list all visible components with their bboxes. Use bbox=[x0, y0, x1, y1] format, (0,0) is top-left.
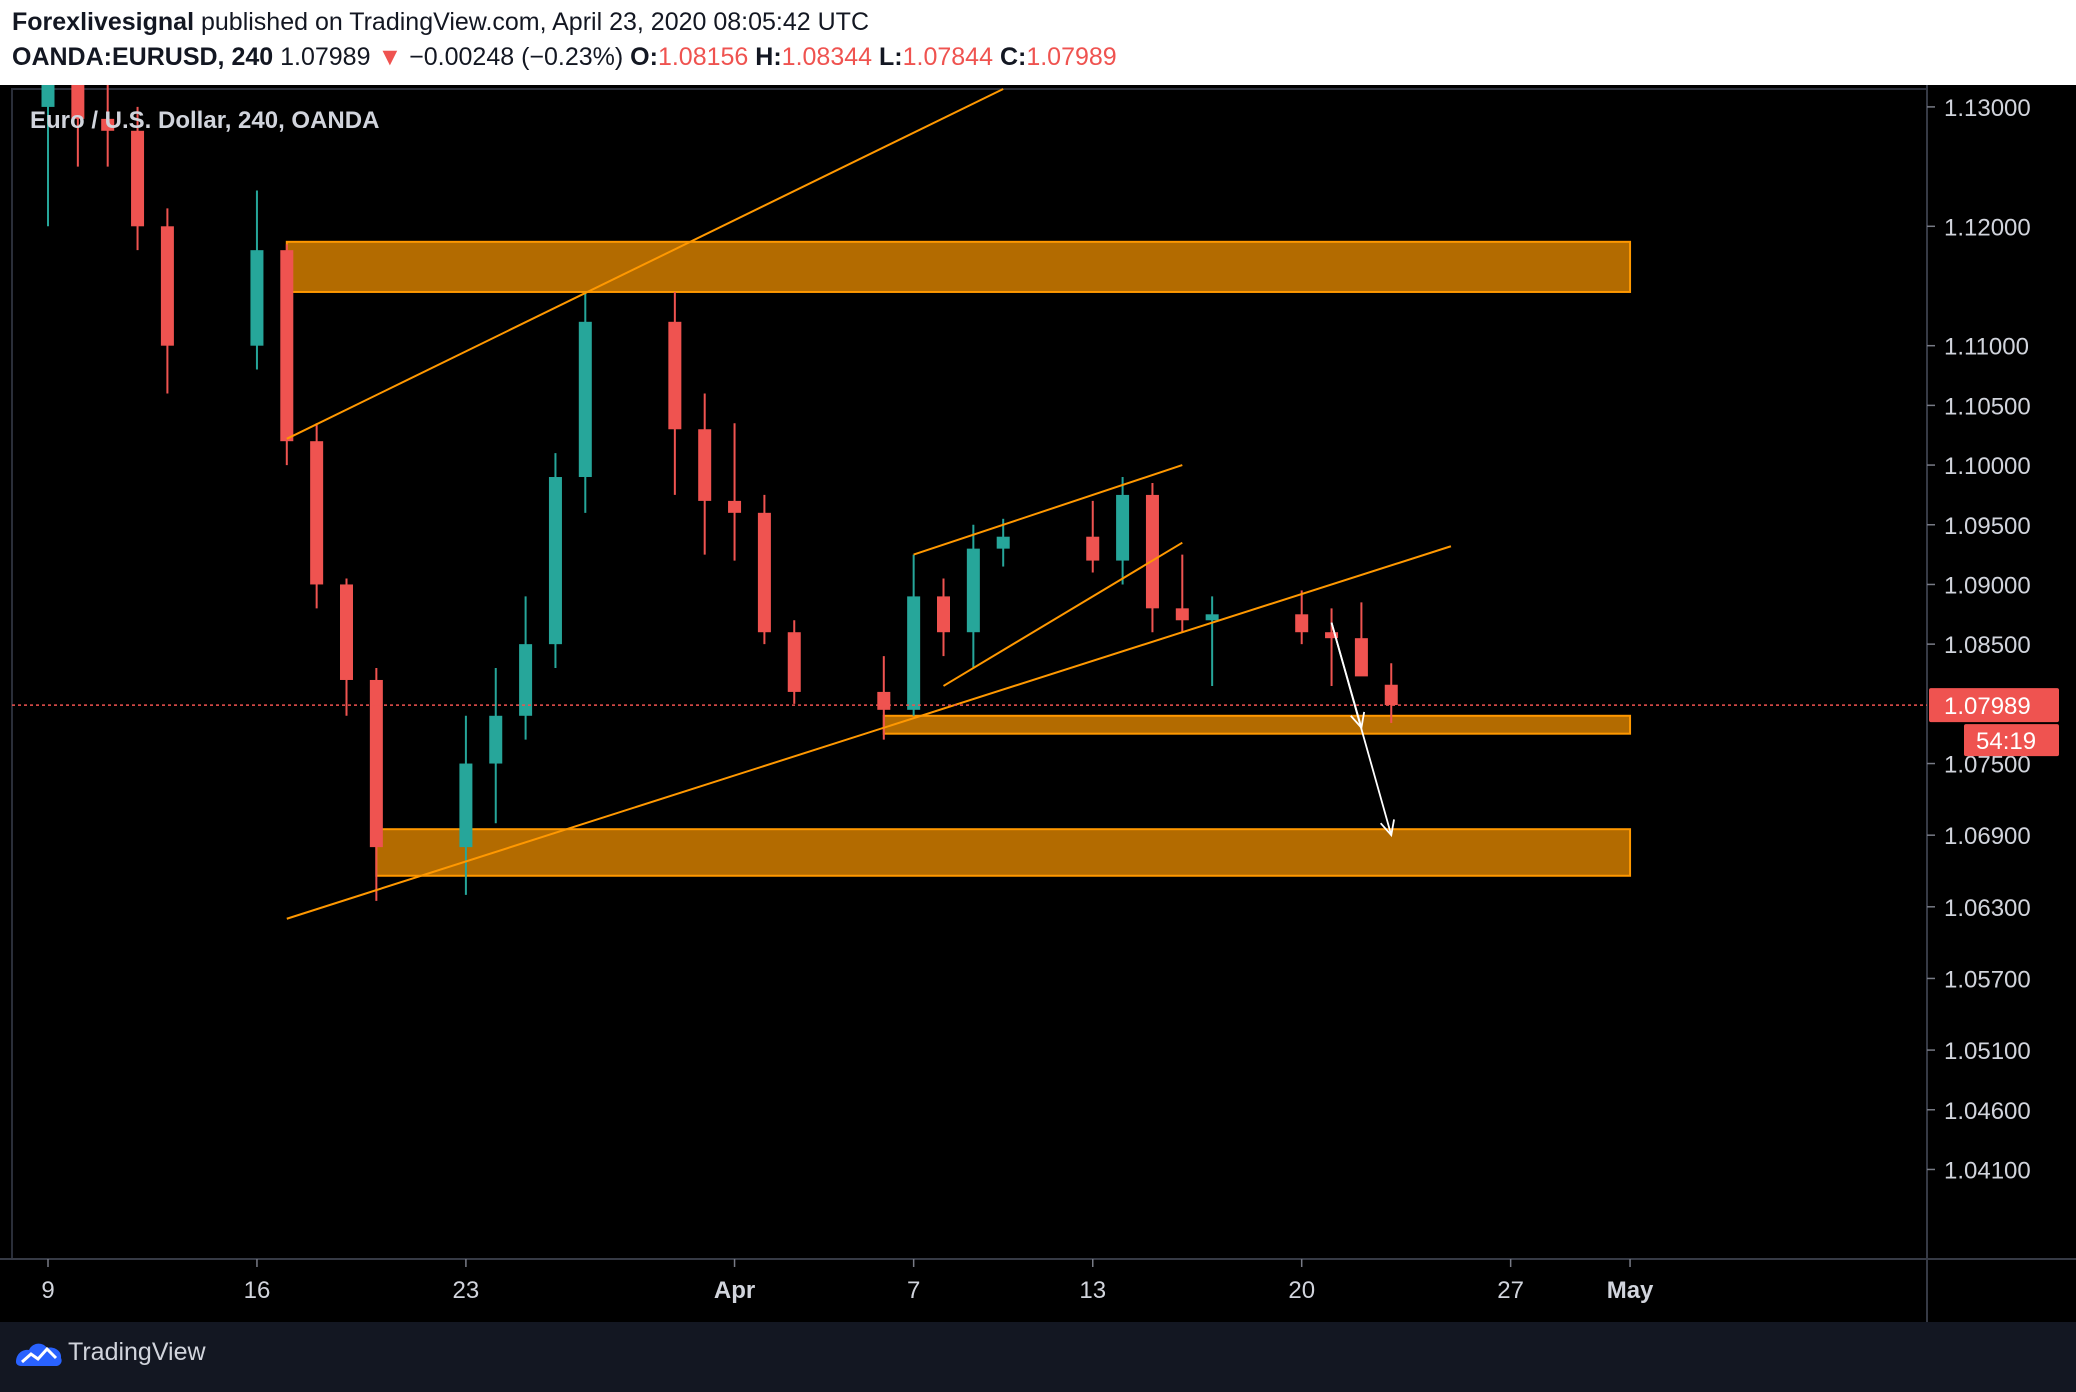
candle-body bbox=[578, 321, 592, 478]
price-tick-label: 1.08500 bbox=[1944, 632, 2031, 659]
last-price-badge-text: 1.07989 bbox=[1944, 693, 2031, 720]
price-tick-label: 1.11000 bbox=[1944, 334, 2029, 361]
candle-body bbox=[280, 250, 294, 442]
ohlc-line: OANDA:EURUSD, 240 1.07989 ▼ −0.00248 (−0… bbox=[12, 43, 1117, 72]
price-tick-label: 1.04100 bbox=[1944, 1157, 2031, 1184]
price-tick-label: 1.05700 bbox=[1944, 966, 2031, 993]
candle-body bbox=[160, 226, 174, 346]
price-tick-label: 1.10500 bbox=[1944, 393, 2031, 420]
candle-body bbox=[1354, 638, 1368, 677]
price-tick-label: 1.05100 bbox=[1944, 1038, 2031, 1065]
date-tick-label: 16 bbox=[244, 1277, 271, 1304]
candle-body bbox=[698, 429, 712, 501]
candle-body bbox=[459, 763, 473, 848]
candle-body bbox=[340, 584, 353, 680]
candle-body bbox=[519, 644, 533, 716]
upper-zone bbox=[285, 240, 1632, 293]
zones-layer bbox=[285, 240, 1632, 877]
down-arrow-icon: ▼ bbox=[377, 43, 403, 71]
chart-title: Euro / U.S. Dollar, 240, OANDA bbox=[30, 107, 379, 134]
lower-channel-line bbox=[286, 545, 1452, 920]
candle-body bbox=[310, 441, 324, 585]
candle-body bbox=[668, 321, 682, 430]
date-tick-label: Apr bbox=[714, 1277, 755, 1304]
price-tick-label: 1.06300 bbox=[1944, 895, 2031, 922]
middle-zone bbox=[882, 714, 1632, 735]
tradingview-brand[interactable]: TradingView bbox=[68, 1338, 206, 1366]
countdown-text: 54:19 bbox=[1976, 728, 2036, 755]
candle-body bbox=[41, 85, 55, 107]
candles-layer bbox=[41, 85, 1398, 901]
lines-layer bbox=[286, 88, 1452, 920]
price-tick-label: 1.10000 bbox=[1944, 453, 2031, 480]
date-tick-label: May bbox=[1607, 1277, 1654, 1304]
author-name[interactable]: Forexlivesignal bbox=[12, 8, 195, 36]
price-tick-label: 1.04600 bbox=[1944, 1098, 2031, 1125]
candle-body bbox=[877, 691, 891, 710]
projection-arrow-long bbox=[1330, 622, 1393, 836]
candle-body bbox=[1116, 494, 1130, 561]
candle-body bbox=[1295, 614, 1309, 633]
lower-zone bbox=[375, 828, 1632, 877]
candle-body bbox=[1175, 608, 1189, 621]
tradingview-logo-icon[interactable] bbox=[12, 1336, 66, 1370]
candle-body bbox=[728, 500, 742, 513]
high-value: 1.08344 bbox=[781, 43, 873, 71]
candle-body bbox=[71, 85, 85, 119]
close-label: C: bbox=[999, 43, 1027, 71]
price-tick-label: 1.09000 bbox=[1944, 572, 2031, 599]
candle-body bbox=[131, 130, 145, 227]
price-tick-label: 1.06900 bbox=[1944, 823, 2031, 850]
wedge-upper-line bbox=[913, 464, 1183, 556]
publisher-line: Forexlivesignal published on TradingView… bbox=[12, 8, 869, 37]
last-price-badge bbox=[1929, 688, 2059, 723]
date-tick-label: 9 bbox=[41, 1277, 54, 1304]
last-price-text: 1.07989 bbox=[280, 43, 371, 71]
candle-body bbox=[907, 596, 921, 710]
candle-body bbox=[937, 596, 950, 633]
price-tick-label: 1.12000 bbox=[1944, 214, 2031, 241]
candle-body bbox=[966, 548, 980, 633]
upper-channel-line bbox=[286, 88, 1004, 440]
high-label: H: bbox=[755, 43, 782, 71]
candle-body bbox=[548, 477, 562, 645]
candle-body bbox=[787, 632, 801, 692]
candle-body bbox=[1384, 684, 1398, 706]
publish-info: published on TradingView.com, April 23, … bbox=[194, 8, 869, 36]
countdown-badge bbox=[1964, 724, 2059, 757]
candle-body bbox=[1205, 614, 1219, 621]
change-text: −0.00248 (−0.23%) bbox=[409, 43, 624, 71]
projection-arrow-long-head bbox=[1379, 819, 1395, 838]
candle-body bbox=[1325, 632, 1339, 639]
date-tick-label: 13 bbox=[1079, 1277, 1106, 1304]
date-tick-label: 23 bbox=[453, 1277, 480, 1304]
candle-body bbox=[250, 250, 264, 346]
candle-body bbox=[1086, 536, 1100, 561]
date-tick-label: 7 bbox=[907, 1277, 920, 1304]
open-label: O: bbox=[630, 43, 658, 71]
price-axis[interactable]: 1.13000 1.12000 1.11000 1.10500 1.10000 1.095… bbox=[1927, 95, 2031, 1185]
date-tick-label: 27 bbox=[1497, 1277, 1524, 1304]
low-label: L: bbox=[879, 43, 903, 71]
close-value: 1.07989 bbox=[1026, 43, 1117, 71]
time-axis[interactable]: 9 16 23 Apr 7 13 20 27 May bbox=[41, 1259, 1654, 1304]
candle-body bbox=[101, 118, 115, 131]
price-tick-label: 1.09500 bbox=[1944, 513, 2031, 540]
date-tick-label: 20 bbox=[1288, 1277, 1315, 1304]
open-value: 1.08156 bbox=[657, 43, 749, 71]
footer-bar: TradingView bbox=[0, 1322, 2076, 1392]
low-value: 1.07844 bbox=[902, 43, 993, 71]
chart-svg[interactable]: 1.13000 1.12000 1.11000 1.10500 1.10000 1.095… bbox=[0, 85, 2076, 1322]
wedge-lower-line bbox=[942, 541, 1183, 687]
candle-body bbox=[1145, 494, 1159, 609]
price-tick-label: 1.13000 bbox=[1944, 95, 2031, 122]
candle-body bbox=[757, 512, 771, 633]
candle-body bbox=[369, 679, 383, 848]
candle-body bbox=[996, 536, 1010, 549]
candle-body bbox=[489, 715, 503, 764]
symbol-label[interactable]: OANDA:EURUSD, 240 bbox=[12, 43, 274, 71]
publication-header: Forexlivesignal published on TradingView… bbox=[0, 0, 2076, 85]
